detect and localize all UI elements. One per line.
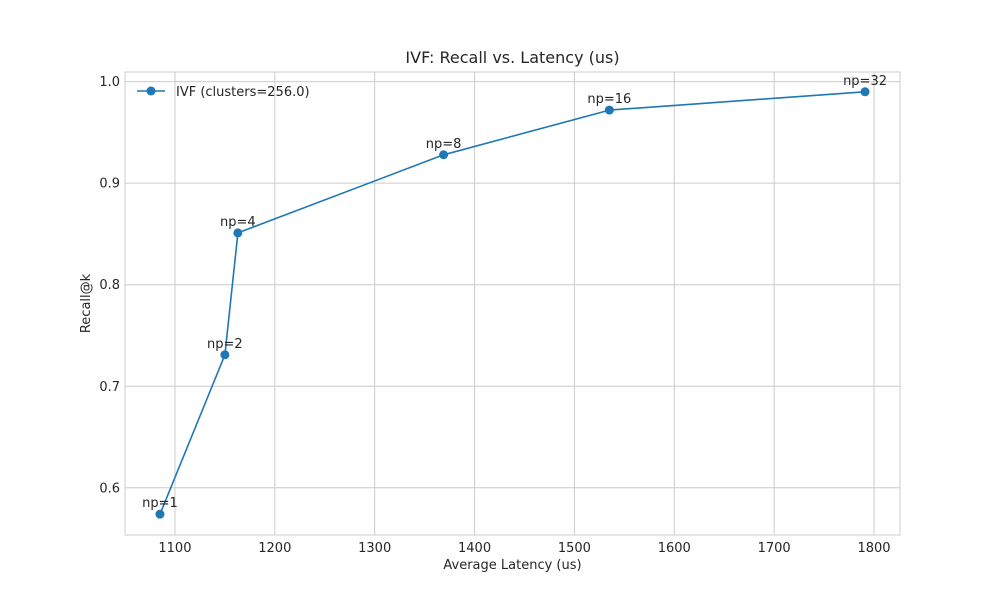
x-tick-label: 1700: [758, 541, 791, 556]
y-tick-label: 1.0: [99, 75, 120, 90]
legend: IVF (clusters=256.0): [137, 85, 310, 100]
point-label: np=4: [220, 215, 256, 230]
series-line: [159, 91, 866, 515]
point-label: np=2: [207, 337, 243, 352]
plot-frame: [124, 71, 901, 536]
x-tick-label: 1800: [857, 541, 890, 556]
y-tick-label: 0.7: [99, 380, 120, 395]
y-tick-label: 0.6: [99, 481, 120, 496]
x-tick-label: 1400: [458, 541, 491, 556]
x-tick-label: 1300: [358, 541, 391, 556]
data-point: [220, 350, 230, 360]
data-point: [233, 228, 243, 238]
point-annotations: np=1 np=2 np=4 np=8 np=16 np=32: [142, 74, 887, 511]
x-tick-label: 1200: [258, 541, 291, 556]
grid: [125, 72, 900, 535]
x-tick-label: 1500: [558, 541, 591, 556]
axis-ticks: 1100 1200 1300 1400 1500 1600 1700 1800 0.6 0.7 0.…: [99, 75, 890, 556]
legend-marker: [146, 86, 156, 96]
x-tick-label: 1100: [158, 541, 191, 556]
x-tick-label: 1600: [658, 541, 691, 556]
point-label: np=8: [426, 137, 462, 152]
series: [155, 87, 870, 519]
point-label: np=16: [587, 92, 631, 107]
data-point: [860, 87, 870, 97]
point-label: np=32: [843, 74, 887, 89]
y-axis-label: Recall@k: [79, 273, 94, 333]
y-tick-label: 0.9: [99, 177, 120, 192]
y-tick-label: 0.8: [99, 278, 120, 293]
data-point: [604, 105, 614, 115]
data-point: [439, 150, 449, 160]
data-point: [155, 509, 165, 519]
chart-title: IVF: Recall vs. Latency (us): [405, 48, 619, 67]
x-axis-label: Average Latency (us): [443, 558, 581, 573]
legend-series-label: IVF (clusters=256.0): [176, 85, 310, 100]
point-label: np=1: [142, 496, 178, 511]
